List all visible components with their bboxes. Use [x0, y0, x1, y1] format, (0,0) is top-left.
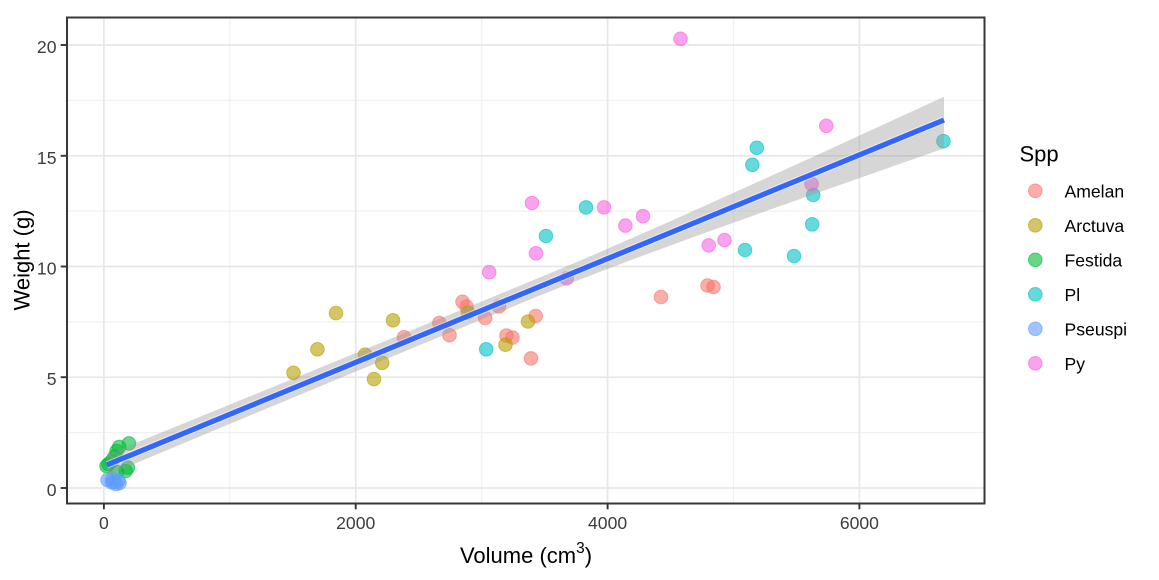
- svg-text:Pl: Pl: [1065, 285, 1081, 305]
- svg-text:Festida: Festida: [1065, 250, 1123, 270]
- svg-text:Pseuspi: Pseuspi: [1065, 319, 1128, 339]
- svg-text:Py: Py: [1065, 354, 1086, 374]
- svg-text:Amelan: Amelan: [1065, 181, 1125, 201]
- svg-text:Volume (cm3): Volume (cm3): [460, 540, 592, 568]
- svg-text:5: 5: [47, 369, 57, 389]
- svg-text:15: 15: [37, 148, 57, 168]
- svg-text:20: 20: [37, 37, 57, 57]
- svg-text:Arctuva: Arctuva: [1065, 216, 1125, 236]
- svg-text:Weight (g): Weight (g): [10, 209, 35, 310]
- svg-text:6000: 6000: [840, 513, 879, 533]
- svg-text:2000: 2000: [336, 513, 375, 533]
- svg-text:0: 0: [99, 513, 109, 533]
- svg-text:0: 0: [47, 480, 57, 500]
- svg-text:Spp: Spp: [1020, 142, 1059, 167]
- svg-text:4000: 4000: [588, 513, 627, 533]
- svg-text:10: 10: [37, 259, 57, 279]
